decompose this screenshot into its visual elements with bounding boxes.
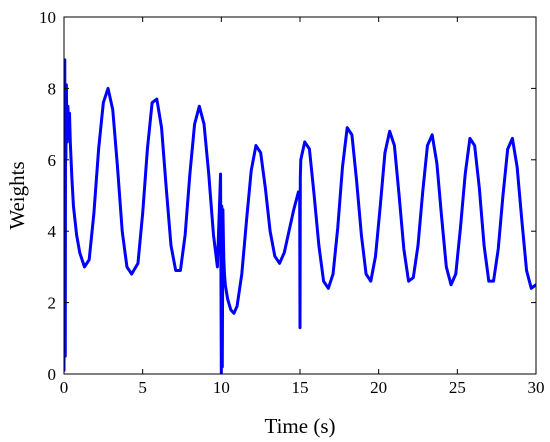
x-tick-label: 10 <box>213 378 230 397</box>
y-tick-label: 10 <box>39 8 56 27</box>
x-tick-label: 0 <box>60 378 69 397</box>
x-tick-label: 25 <box>449 378 466 397</box>
x-tick-label: 20 <box>370 378 387 397</box>
plot-area <box>64 58 536 374</box>
y-tick-label: 6 <box>48 151 57 170</box>
y-tick-label: 4 <box>48 222 57 241</box>
x-axis-label: Time (s) <box>265 414 336 438</box>
y-tick-label: 8 <box>48 79 57 98</box>
x-tick-label: 15 <box>292 378 309 397</box>
y-axis-label: Weights <box>5 161 29 229</box>
x-tick-label: 5 <box>138 378 147 397</box>
y-tick-label: 2 <box>48 294 57 313</box>
y-tick-label: 0 <box>48 365 57 384</box>
weights-series-line <box>64 58 536 374</box>
axis-ticks: 0 5 10 15 20 25 30 0 2 4 6 8 10 <box>39 8 545 397</box>
x-tick-label: 30 <box>528 378 545 397</box>
